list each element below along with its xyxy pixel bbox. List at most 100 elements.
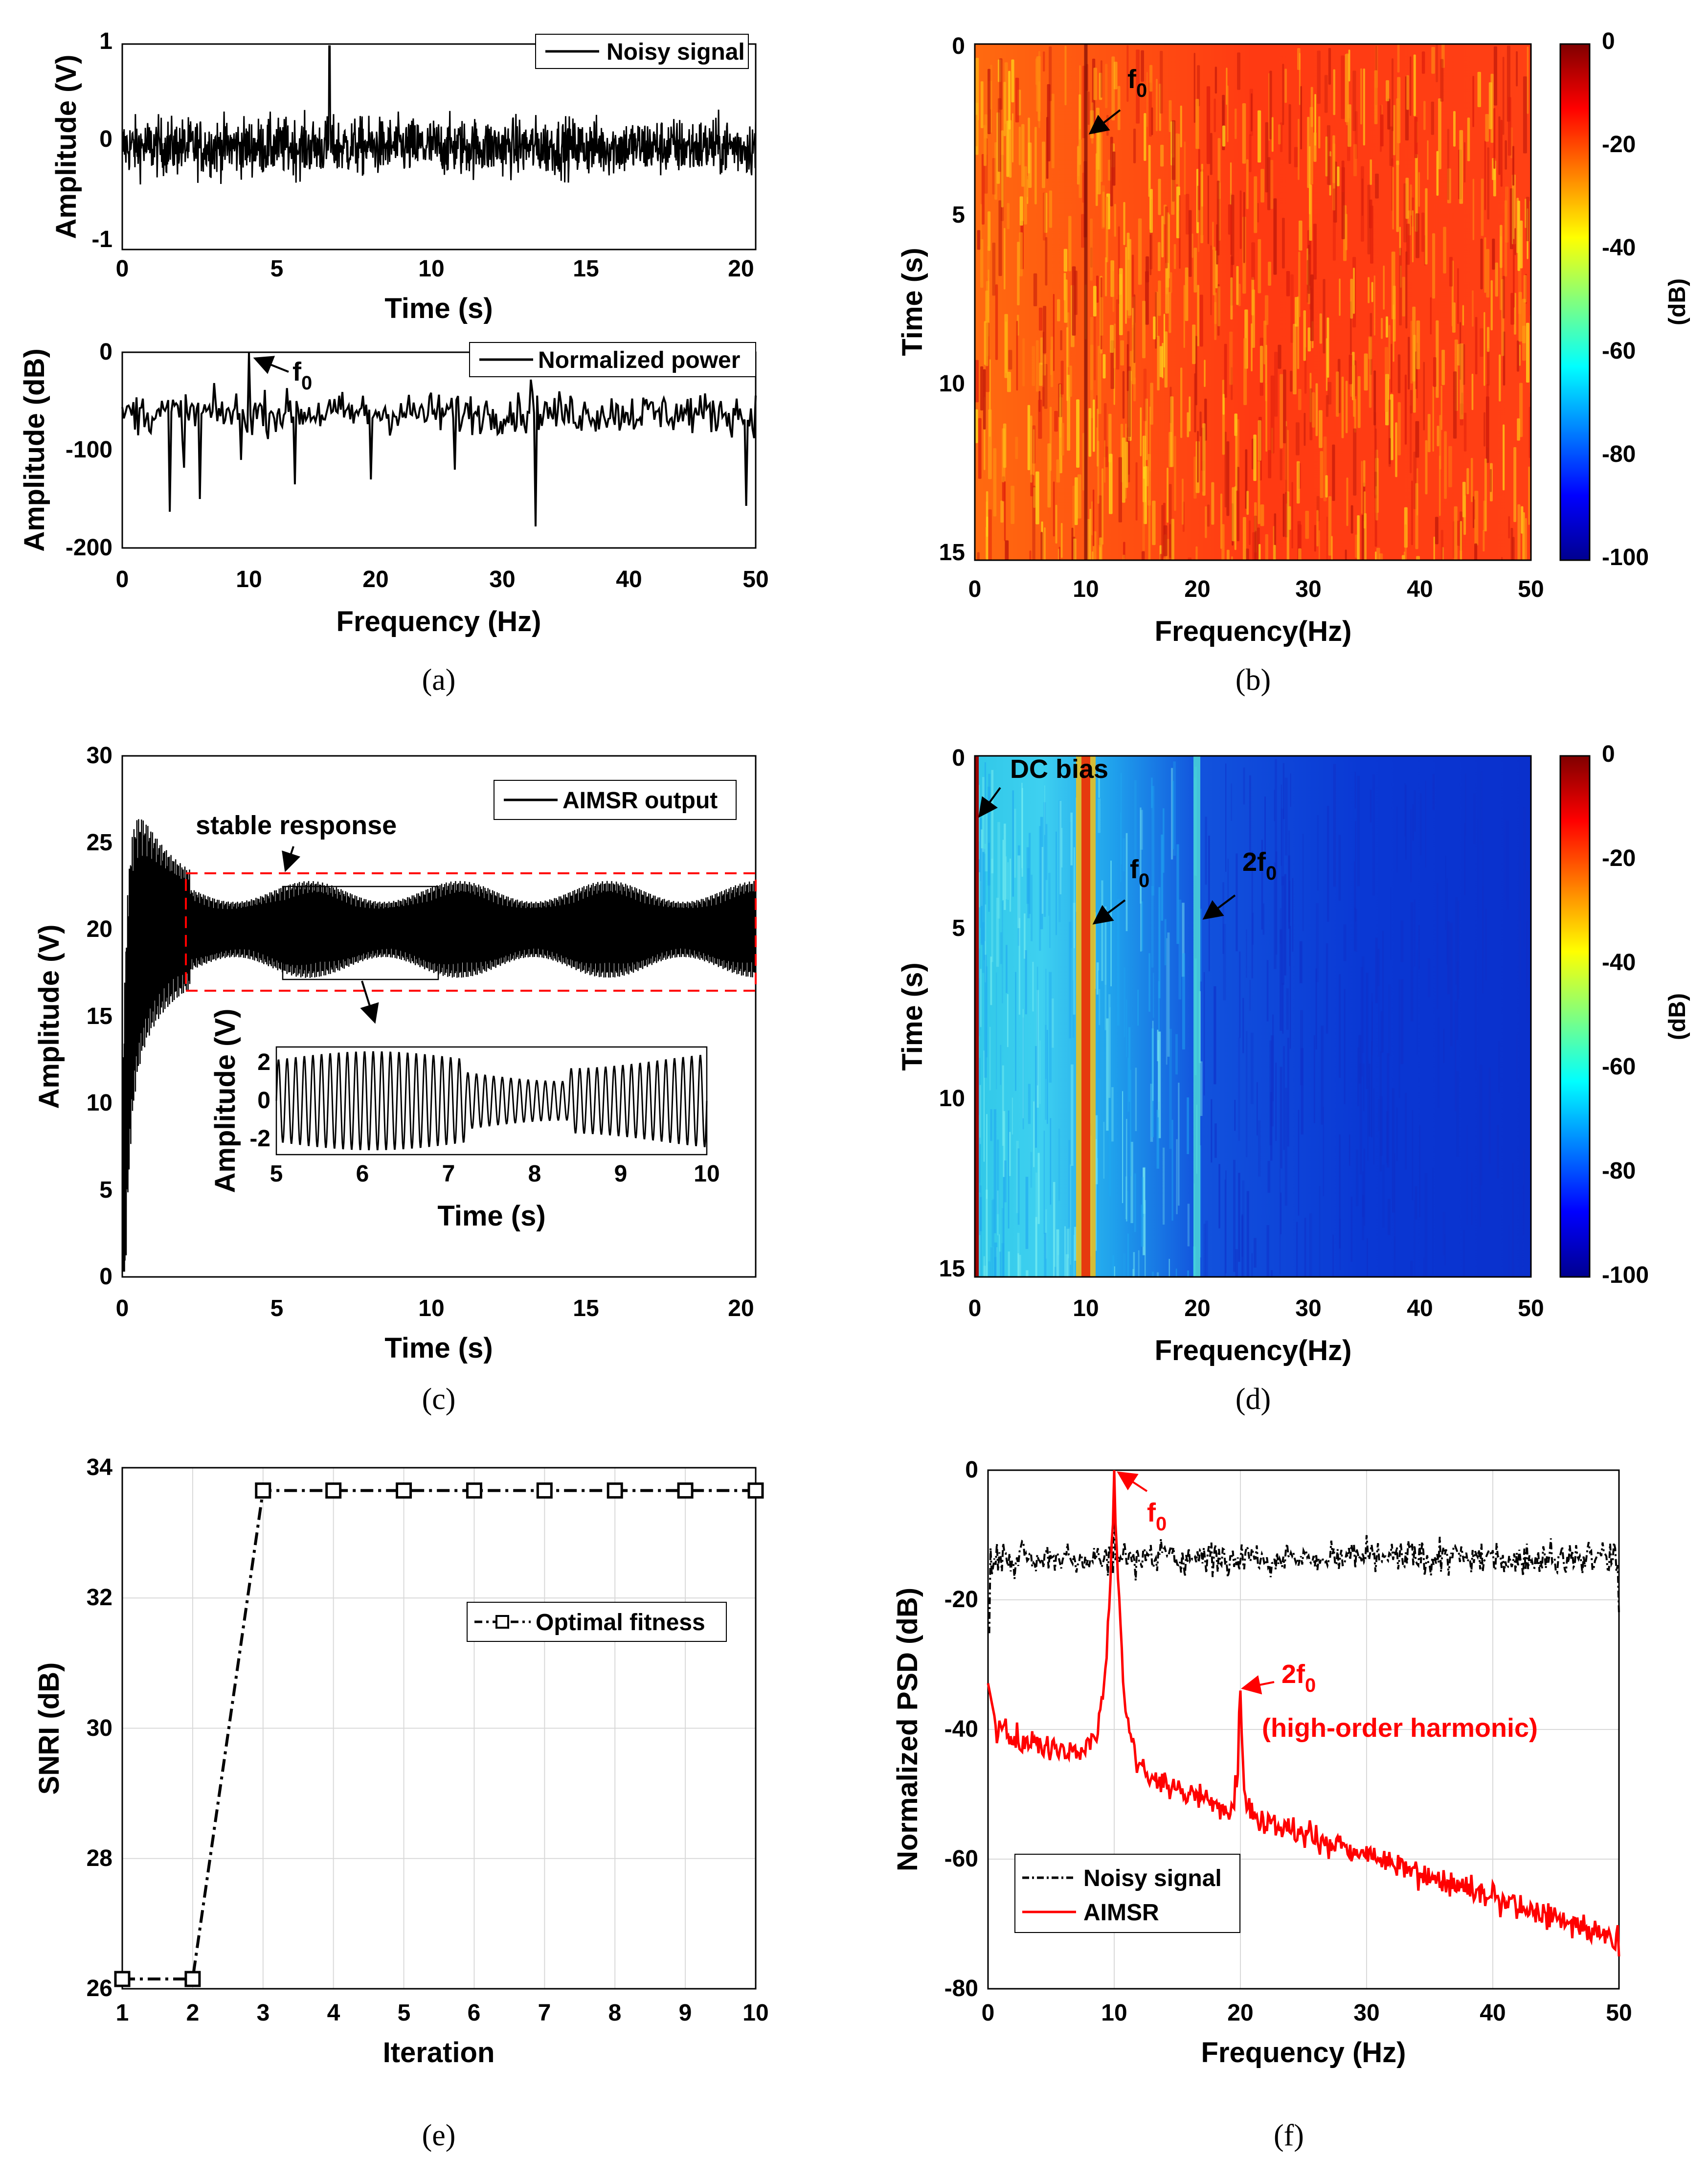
panel-d-spectrogram: 0 10 20 30 40 50 0 5 10 15 Frequency(Hz)… [897, 741, 1690, 1366]
spectrogram-streak [1278, 124, 1281, 145]
spectrogram-streak [1143, 368, 1147, 421]
spectrogram-streak [1321, 1025, 1324, 1125]
x-tick-label: 10 [1073, 1296, 1099, 1321]
spectrogram-streak [1214, 67, 1217, 94]
spectrogram-streak [1282, 763, 1285, 819]
spectrogram-streak [1270, 375, 1275, 454]
spectrogram-streak [1522, 298, 1526, 343]
y-tick-label: 28 [87, 1845, 112, 1871]
spectrogram-streak [1140, 810, 1143, 850]
spectrogram-streak [1017, 1232, 1020, 1277]
spectrogram-streak [1460, 343, 1464, 420]
spectrogram-streak [1060, 361, 1064, 395]
spectrogram-streak [1056, 831, 1057, 935]
spectrogram-streak [1348, 49, 1350, 82]
colorbar: 0 -20 -40 -60 -80 -100 (dB) [1559, 28, 1690, 570]
spectrogram-streak [1017, 1148, 1020, 1225]
spectrogram-streak [987, 246, 990, 278]
spectrogram-streak [1526, 197, 1529, 241]
spectrogram-streak [1103, 1122, 1105, 1179]
spectrogram-streak [1310, 274, 1314, 341]
spectrogram-streak [1522, 512, 1525, 560]
spectrogram-streak [1324, 75, 1328, 113]
spectrogram-streak [1246, 159, 1249, 209]
spectrogram-streak [1288, 506, 1291, 530]
spectrogram-streak [1207, 175, 1209, 244]
spectrogram-streak [1251, 93, 1253, 132]
y-tick-label: 15 [87, 1003, 112, 1029]
spectrogram-streak [1408, 337, 1410, 390]
spectrogram-streak [1210, 245, 1212, 316]
spectrogram-streak [1432, 386, 1434, 452]
spectrogram-streak [1195, 336, 1197, 406]
spectrogram-streak [1149, 82, 1152, 137]
spectrogram-streak [1254, 516, 1258, 560]
spectrogram-streak [1028, 142, 1032, 188]
spectrogram-streak [1354, 908, 1356, 951]
spectrogram-streak [1141, 1205, 1144, 1247]
spectrogram-streak [998, 200, 1002, 276]
spectrogram-streak [1230, 162, 1232, 205]
spectrogram-streak [1461, 392, 1463, 415]
spectrogram-streak [1163, 1147, 1165, 1225]
spectrogram-streak [1231, 783, 1232, 821]
spectrogram-streak [1038, 399, 1042, 439]
spectrogram-streak [1250, 1032, 1254, 1104]
spectrogram-streak [1443, 227, 1446, 273]
spectrogram-streak [1283, 369, 1286, 444]
spectrogram-streak [1033, 429, 1035, 476]
spectrogram-streak [1332, 444, 1335, 501]
y-tick-label: 5 [952, 202, 965, 228]
spectrogram-streak [1117, 899, 1120, 1026]
spectrogram-streak [1207, 504, 1210, 527]
2f0-annotation: 2f0 (high-order harmonic) [1241, 1660, 1538, 1743]
spectrogram-streak [1397, 44, 1400, 73]
spectrogram-streak [1043, 1131, 1045, 1234]
spectrogram-streak [1285, 426, 1287, 504]
spectrogram-streak [1271, 117, 1274, 152]
x-tick-label: 1 [116, 2000, 129, 2026]
colorbar-tick: 0 [1602, 28, 1615, 54]
spectrogram-streak [1375, 450, 1378, 521]
spectrogram-streak [1505, 819, 1506, 901]
spectrogram-streak [1019, 196, 1023, 226]
spectrogram-streak [1122, 1091, 1124, 1204]
spectrogram-streak [1415, 1186, 1417, 1220]
spectrogram-streak [1096, 962, 1099, 995]
spectrogram-streak [1095, 1115, 1098, 1184]
spectrogram-streak [1427, 140, 1429, 180]
spectrogram-streak [1119, 268, 1123, 336]
spectrogram-streak [1390, 394, 1393, 460]
spectrogram-streak [1466, 468, 1469, 495]
x-tick-label: 30 [489, 567, 515, 592]
spectrogram-streak [1503, 424, 1505, 491]
spectrogram-streak [1108, 413, 1112, 462]
spectrogram-streak [1462, 305, 1464, 326]
spectrogram-streak [1015, 77, 1019, 123]
spectrogram-streak [1416, 556, 1420, 560]
colorbar-tick: -100 [1602, 1262, 1649, 1288]
spectrogram-streak [1218, 1164, 1220, 1228]
colorbar-tick: 0 [1602, 741, 1615, 767]
spectrogram-streak [1074, 1227, 1077, 1261]
spectrogram-streak [1471, 373, 1474, 410]
colorbar-label: (dB) [1664, 993, 1690, 1040]
spectrogram-streak [1220, 493, 1223, 549]
spectrogram-streak [1436, 320, 1439, 398]
spectrogram-streak [1079, 139, 1082, 198]
x-tick-labels: 0 10 20 30 40 50 [968, 576, 1544, 602]
spectrogram-streak [1415, 421, 1419, 458]
spectrogram-streak [1255, 530, 1257, 560]
spectrogram-streak [1199, 295, 1203, 347]
x-tick-label: 20 [1227, 2000, 1253, 2026]
spectrogram-streak [1268, 450, 1272, 478]
data-point-marker [396, 1482, 412, 1499]
spectrogram-streak [1350, 505, 1353, 534]
x-tick-label: 2 [186, 2000, 200, 2026]
spectrogram-streak [1040, 532, 1043, 560]
y-tick-label: 0 [99, 1264, 112, 1290]
spectrogram-streak [1239, 951, 1241, 1038]
spectrogram-streak [1146, 466, 1149, 486]
spectrogram-streak [1264, 295, 1269, 325]
spectrogram-streak [1214, 1123, 1217, 1158]
